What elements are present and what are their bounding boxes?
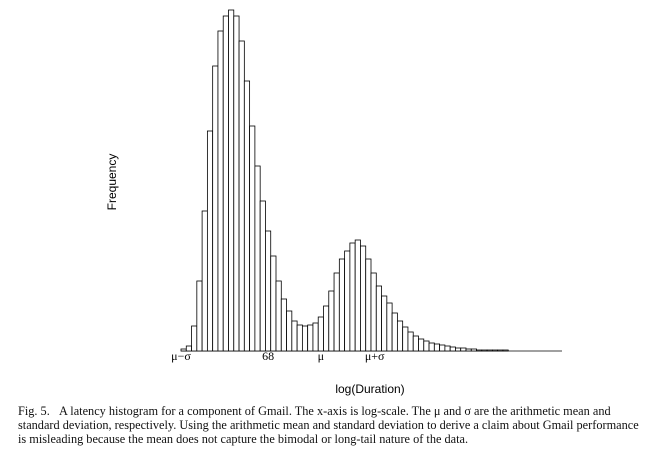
caption: Fig. 5. A latency histogram for a compon… <box>18 404 642 446</box>
bar <box>228 9 235 352</box>
bar <box>333 272 340 352</box>
bar <box>418 338 425 352</box>
bar <box>328 290 335 352</box>
bar <box>354 239 361 352</box>
bar <box>370 272 377 352</box>
bar <box>254 165 261 352</box>
chart: Frequency log(Duration) μ−σ 68 μ μ+σ <box>105 9 562 396</box>
bar <box>206 130 214 352</box>
bar <box>396 320 404 352</box>
bar <box>196 280 203 352</box>
bar <box>317 316 324 352</box>
bar <box>307 324 314 352</box>
bar <box>412 335 419 352</box>
bar <box>497 349 504 352</box>
bar <box>444 345 451 352</box>
bar <box>381 295 388 352</box>
bar <box>270 255 277 352</box>
bar <box>323 305 330 352</box>
bar <box>291 320 298 352</box>
bar <box>280 298 287 352</box>
bar <box>259 200 266 352</box>
bar <box>201 210 208 352</box>
bar <box>243 80 251 352</box>
bar <box>375 285 382 352</box>
bar <box>407 331 414 352</box>
bar <box>360 245 367 352</box>
bar <box>428 342 435 352</box>
bar <box>296 324 303 352</box>
bar <box>301 325 309 352</box>
caption-label: Fig. 5. <box>18 404 50 418</box>
bar <box>212 65 219 352</box>
bar <box>217 30 224 352</box>
bar <box>344 250 351 352</box>
bar <box>391 312 398 352</box>
bar <box>233 15 240 352</box>
bar <box>433 343 441 352</box>
bar <box>312 322 319 352</box>
bar <box>449 346 456 352</box>
bar <box>481 349 488 352</box>
bar <box>470 348 477 352</box>
bar <box>455 347 462 352</box>
caption-text: A latency histogram for a component of G… <box>18 404 639 446</box>
x-tick-label: μ−σ <box>171 349 191 363</box>
bar <box>265 230 272 352</box>
x-tick-label: μ+σ <box>365 349 385 363</box>
bar <box>238 40 245 352</box>
bar <box>502 349 509 352</box>
bar <box>423 340 430 352</box>
bar <box>439 344 446 352</box>
bar <box>286 310 293 352</box>
bar <box>222 15 229 352</box>
bar <box>465 348 472 352</box>
x-tick-label: μ <box>318 349 324 363</box>
bar <box>275 280 282 352</box>
bar <box>338 258 346 352</box>
bar <box>486 349 493 352</box>
bar <box>476 349 483 352</box>
bar <box>249 125 256 352</box>
bar <box>460 347 467 352</box>
bar <box>349 242 356 352</box>
bar <box>191 325 198 352</box>
y-axis-label: Frequency <box>105 154 119 211</box>
bar <box>402 326 409 352</box>
bar <box>386 302 393 352</box>
bar <box>365 258 372 352</box>
bar <box>491 349 499 352</box>
x-axis-label: log(Duration) <box>335 382 404 396</box>
x-tick-label: 68 <box>262 349 274 363</box>
